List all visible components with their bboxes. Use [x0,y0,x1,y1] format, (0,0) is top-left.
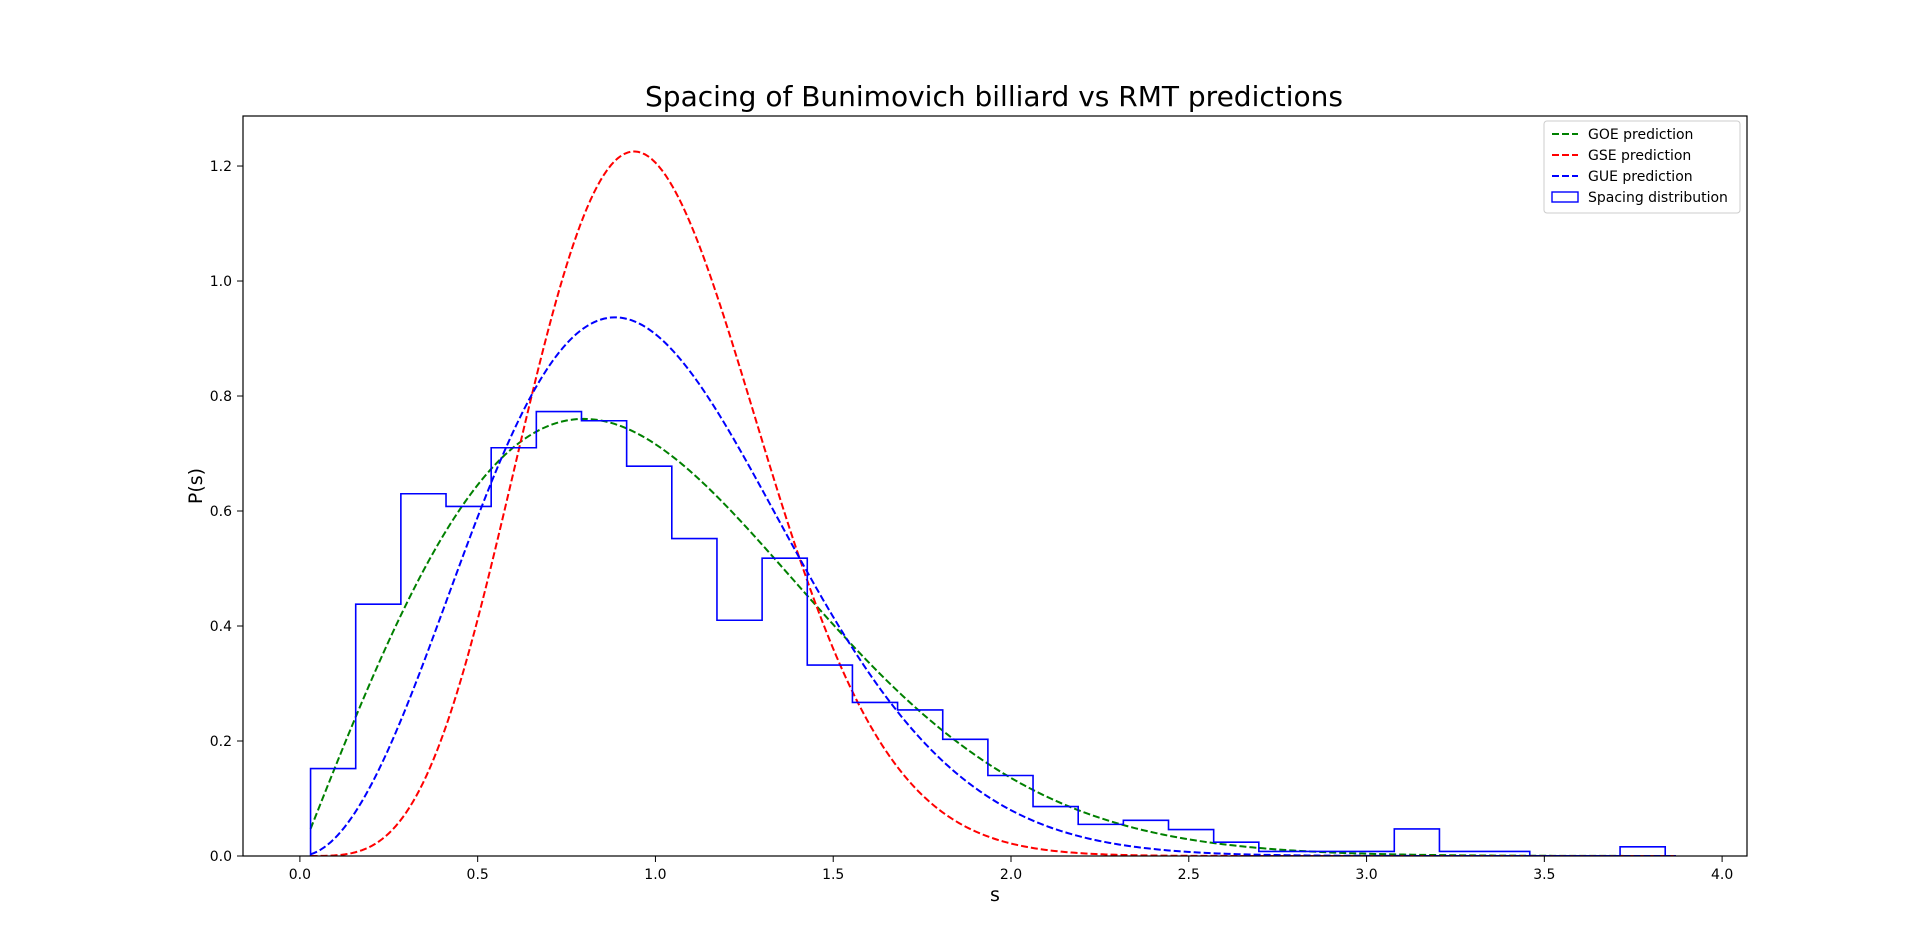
x-tick-label: 0.0 [289,867,311,883]
y-axis-label: P(s) [185,468,207,504]
axis-ticks: 0.0 0.5 1.0 1.5 2.0 2.5 3.0 3.5 4.0 0.0 0.2 0.4 0.6 0… [210,159,1734,883]
y-tick-label: 1.2 [210,159,232,175]
legend: GOE prediction GSE prediction GUE predicti… [1543,120,1741,214]
x-tick-label: 3.5 [1533,867,1555,883]
x-axis-label: s [990,884,1000,906]
axes-frame [242,115,1748,857]
legend-entry-label: GSE prediction [1588,148,1691,164]
y-tick-label: 0.4 [210,619,232,635]
y-tick-label: 1.0 [210,274,232,290]
series-goe-prediction [309,417,1676,856]
x-tick-label: 2.5 [1178,867,1200,883]
x-tick-label: 1.0 [644,867,666,883]
series-spacing-distribution [309,410,1667,856]
x-tick-label: 0.5 [467,867,489,883]
y-tick-label: 0.2 [210,734,232,750]
y-tick-label: 0.6 [210,504,232,520]
chart-title: Spacing of Bunimovich billiard vs RMT pr… [645,80,1343,113]
x-tick-label: 4.0 [1711,867,1733,883]
y-tick-label: 0.0 [210,849,232,865]
legend-entry-label: Spacing distribution [1588,190,1728,206]
y-tick-label: 0.8 [210,389,232,405]
legend-box [1543,120,1741,214]
legend-entry-label: GUE prediction [1588,169,1693,185]
legend-entry-label: GOE prediction [1588,127,1693,143]
series-gse-prediction [310,150,1676,856]
plot-area [309,150,1676,856]
x-tick-label: 2.0 [1000,867,1022,883]
legend-swatch [1551,191,1579,203]
x-tick-label: 1.5 [822,867,844,883]
x-tick-label: 3.0 [1355,867,1377,883]
